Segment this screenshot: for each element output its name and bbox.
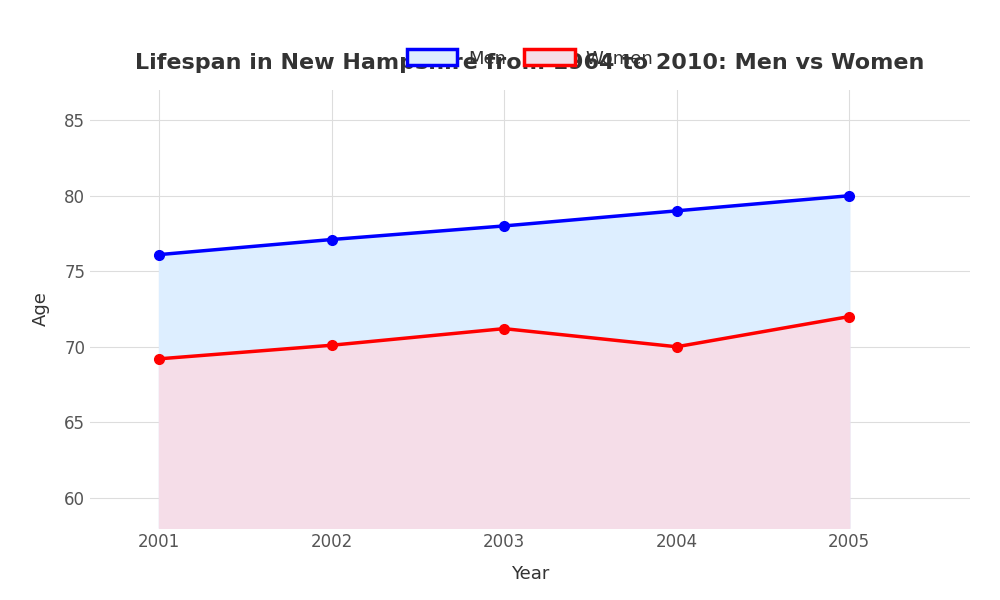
Title: Lifespan in New Hampshire from 1964 to 2010: Men vs Women: Lifespan in New Hampshire from 1964 to 2…: [135, 53, 925, 73]
Y-axis label: Age: Age: [32, 292, 50, 326]
X-axis label: Year: Year: [511, 565, 549, 583]
Legend: Men, Women: Men, Women: [399, 42, 661, 75]
